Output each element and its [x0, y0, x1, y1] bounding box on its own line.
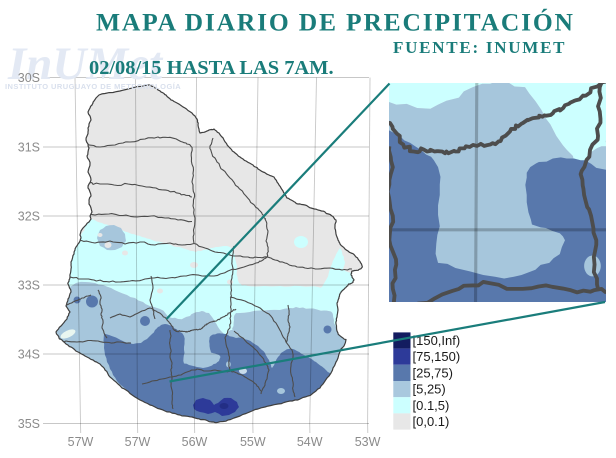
svg-text:54W: 54W	[297, 435, 323, 449]
svg-text:57W: 57W	[68, 435, 94, 449]
svg-text:32S: 32S	[18, 210, 40, 224]
svg-text:30S: 30S	[18, 71, 40, 85]
svg-text:53W: 53W	[355, 435, 381, 449]
svg-text:34S: 34S	[18, 348, 40, 362]
svg-text:[0,0.1): [0,0.1)	[413, 414, 450, 429]
svg-text:55W: 55W	[240, 435, 266, 449]
svg-text:33S: 33S	[18, 279, 40, 293]
svg-text:FUENTE: INUMET: FUENTE: INUMET	[393, 38, 565, 57]
svg-text:[0.1,5): [0.1,5)	[413, 398, 450, 413]
svg-text:[75,150): [75,150)	[413, 349, 461, 364]
svg-text:MAPA DIARIO DE PRECIPITACIÓN: MAPA DIARIO DE PRECIPITACIÓN	[96, 8, 574, 37]
svg-text:35S: 35S	[18, 417, 40, 431]
svg-text:[25,75): [25,75)	[413, 365, 453, 380]
svg-text:56W: 56W	[182, 435, 208, 449]
svg-text:[5,25): [5,25)	[413, 382, 446, 397]
svg-text:31S: 31S	[18, 141, 40, 155]
svg-text:57W: 57W	[125, 435, 151, 449]
svg-text:02/08/15 HASTA LAS 7AM.: 02/08/15 HASTA LAS 7AM.	[89, 57, 334, 79]
